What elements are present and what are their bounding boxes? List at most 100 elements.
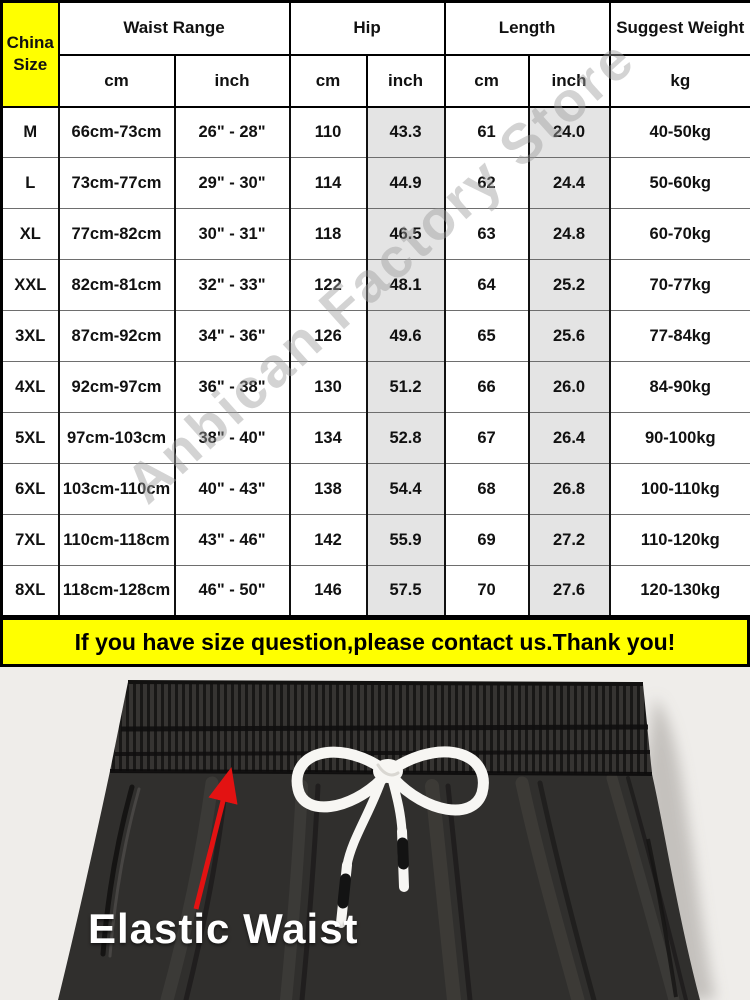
product-photo: Elastic Waist [0, 667, 750, 1000]
pocket-seam [100, 784, 141, 958]
size-chart: China Size Waist Range Hip Length Sugges… [0, 0, 750, 617]
table-row: 3XL 87cm-92cm 34" - 36" 126 49.6 65 25.6… [0, 310, 750, 362]
cell-waist-cm: 118cm-128cm [57, 565, 176, 617]
cell-waist-cm: 103cm-110cm [57, 463, 176, 515]
cell-length-inch: 24.0 [527, 105, 611, 158]
cell-waist-cm: 73cm-77cm [57, 157, 176, 209]
table-row: XL 77cm-82cm 30" - 31" 118 46.5 63 24.8 … [0, 208, 750, 260]
cell-hip-inch: 44.9 [365, 157, 446, 209]
cell-waist-cm: 97cm-103cm [57, 412, 176, 464]
table-row: XXL 82cm-81cm 32" - 33" 122 48.1 64 25.2… [0, 259, 750, 311]
cell-length-cm: 70 [443, 565, 530, 617]
cell-length-cm: 62 [443, 157, 530, 209]
cell-weight: 70-77kg [608, 259, 750, 311]
cell-weight: 90-100kg [608, 412, 750, 464]
header-china-size: China Size [0, 0, 60, 108]
cell-size: 8XL [0, 565, 60, 617]
cell-weight: 50-60kg [608, 157, 750, 209]
cell-weight: 40-50kg [608, 105, 750, 158]
cell-size: 6XL [0, 463, 60, 515]
table-row: 4XL 92cm-97cm 36" - 38" 130 51.2 66 26.0… [0, 361, 750, 413]
table-row: 7XL 110cm-118cm 43" - 46" 142 55.9 69 27… [0, 514, 750, 566]
subheader-length-inch: inch [527, 53, 611, 108]
cell-size: M [0, 105, 60, 158]
cell-size: XL [0, 208, 60, 260]
cell-hip-cm: 126 [288, 310, 368, 362]
cell-weight: 120-130kg [608, 565, 750, 617]
cell-weight: 110-120kg [608, 514, 750, 566]
cell-length-cm: 68 [443, 463, 530, 515]
cell-waist-inch: 34" - 36" [173, 310, 291, 362]
cell-waist-inch: 29" - 30" [173, 157, 291, 209]
cell-waist-inch: 38" - 40" [173, 412, 291, 464]
cell-hip-cm: 130 [288, 361, 368, 413]
cell-waist-inch: 26" - 28" [173, 105, 291, 158]
cell-weight: 100-110kg [608, 463, 750, 515]
cell-hip-cm: 118 [288, 208, 368, 260]
subheader-hip-cm: cm [288, 53, 368, 108]
cell-length-inch: 26.4 [527, 412, 611, 464]
elastic-waist-arrow [193, 767, 238, 910]
cell-length-inch: 25.6 [527, 310, 611, 362]
table-row: L 73cm-77cm 29" - 30" 114 44.9 62 24.4 5… [0, 157, 750, 209]
cell-length-cm: 67 [443, 412, 530, 464]
cell-waist-cm: 92cm-97cm [57, 361, 176, 413]
cell-hip-inch: 46.5 [365, 208, 446, 260]
table-row: M 66cm-73cm 26" - 28" 110 43.3 61 24.0 4… [0, 105, 750, 158]
cell-waist-inch: 43" - 46" [173, 514, 291, 566]
cell-hip-cm: 122 [288, 259, 368, 311]
cell-size: 7XL [0, 514, 60, 566]
cell-hip-cm: 138 [288, 463, 368, 515]
cell-length-inch: 26.0 [527, 361, 611, 413]
cell-size: XXL [0, 259, 60, 311]
cell-waist-cm: 87cm-92cm [57, 310, 176, 362]
cell-hip-cm: 110 [288, 105, 368, 158]
header-length: Length [443, 0, 611, 56]
subheader-length-cm: cm [443, 53, 530, 108]
cell-waist-cm: 77cm-82cm [57, 208, 176, 260]
cell-length-cm: 61 [443, 105, 530, 158]
cell-waist-inch: 36" - 38" [173, 361, 291, 413]
contact-banner-text: If you have size question,please contact… [74, 628, 676, 655]
cell-weight: 84-90kg [608, 361, 750, 413]
header-suggest-weight: Suggest Weight [608, 0, 750, 56]
drawstring-bow [291, 746, 489, 928]
pants-body [58, 771, 700, 1000]
subheader-waist-cm: cm [57, 53, 176, 108]
elastic-waistband [109, 680, 653, 776]
cell-length-inch: 26.8 [527, 463, 611, 515]
cell-hip-inch: 48.1 [365, 259, 446, 311]
subheader-weight-kg: kg [608, 53, 750, 108]
cell-length-inch: 24.4 [527, 157, 611, 209]
cell-weight: 60-70kg [608, 208, 750, 260]
cell-length-inch: 27.6 [527, 565, 611, 617]
header-waist-range: Waist Range [57, 0, 291, 56]
subheader-hip-inch: inch [365, 53, 446, 108]
cell-hip-cm: 146 [288, 565, 368, 617]
cell-hip-inch: 57.5 [365, 565, 446, 617]
cell-weight: 77-84kg [608, 310, 750, 362]
cell-waist-cm: 110cm-118cm [57, 514, 176, 566]
cell-length-cm: 63 [443, 208, 530, 260]
cell-length-cm: 64 [443, 259, 530, 311]
cell-waist-inch: 40" - 43" [173, 463, 291, 515]
cell-length-cm: 69 [443, 514, 530, 566]
subheader-waist-inch: inch [173, 53, 291, 108]
cell-size: 5XL [0, 412, 60, 464]
cell-length-inch: 27.2 [527, 514, 611, 566]
contact-banner: If you have size question,please contact… [0, 617, 750, 667]
cell-waist-cm: 66cm-73cm [57, 105, 176, 158]
bow-knot [373, 759, 403, 783]
cell-length-cm: 65 [443, 310, 530, 362]
cell-hip-cm: 134 [288, 412, 368, 464]
cell-size: L [0, 157, 60, 209]
table-row: 8XL 118cm-128cm 46" - 50" 146 57.5 70 27… [0, 565, 750, 617]
cell-waist-cm: 82cm-81cm [57, 259, 176, 311]
cell-waist-inch: 32" - 33" [173, 259, 291, 311]
table-row: 6XL 103cm-110cm 40" - 43" 138 54.4 68 26… [0, 463, 750, 515]
cell-size: 3XL [0, 310, 60, 362]
cell-hip-inch: 52.8 [365, 412, 446, 464]
cell-hip-cm: 114 [288, 157, 368, 209]
cell-hip-inch: 49.6 [365, 310, 446, 362]
